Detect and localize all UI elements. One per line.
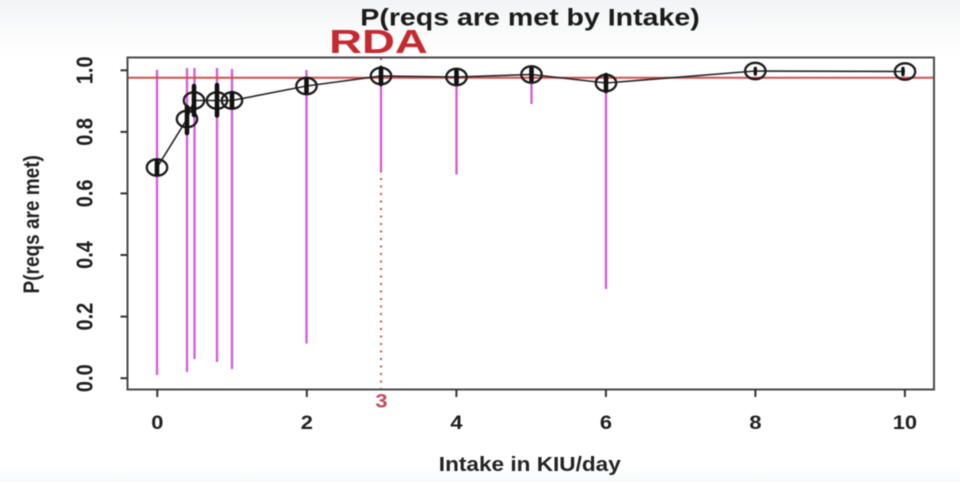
svg-text:4: 4 <box>450 412 463 433</box>
svg-text:0.6: 0.6 <box>71 179 98 207</box>
svg-text:0.0: 0.0 <box>71 364 98 392</box>
svg-text:P(reqs are met): P(reqs are met) <box>20 155 45 293</box>
svg-text:10: 10 <box>893 412 917 433</box>
svg-text:RDA: RDA <box>329 24 428 61</box>
svg-text:0.4: 0.4 <box>71 241 98 269</box>
svg-text:0.8: 0.8 <box>71 118 98 146</box>
svg-text:0: 0 <box>151 412 163 433</box>
svg-text:2: 2 <box>301 412 313 433</box>
svg-text:6: 6 <box>600 412 612 433</box>
svg-text:1.0: 1.0 <box>71 56 98 84</box>
svg-text:8: 8 <box>749 412 761 433</box>
svg-text:3: 3 <box>375 391 387 412</box>
svg-text:Intake in KIU/day: Intake in KIU/day <box>439 453 621 475</box>
svg-text:P(reqs are met by Intake): P(reqs are met by Intake) <box>360 4 699 31</box>
svg-text:0.2: 0.2 <box>71 303 98 331</box>
